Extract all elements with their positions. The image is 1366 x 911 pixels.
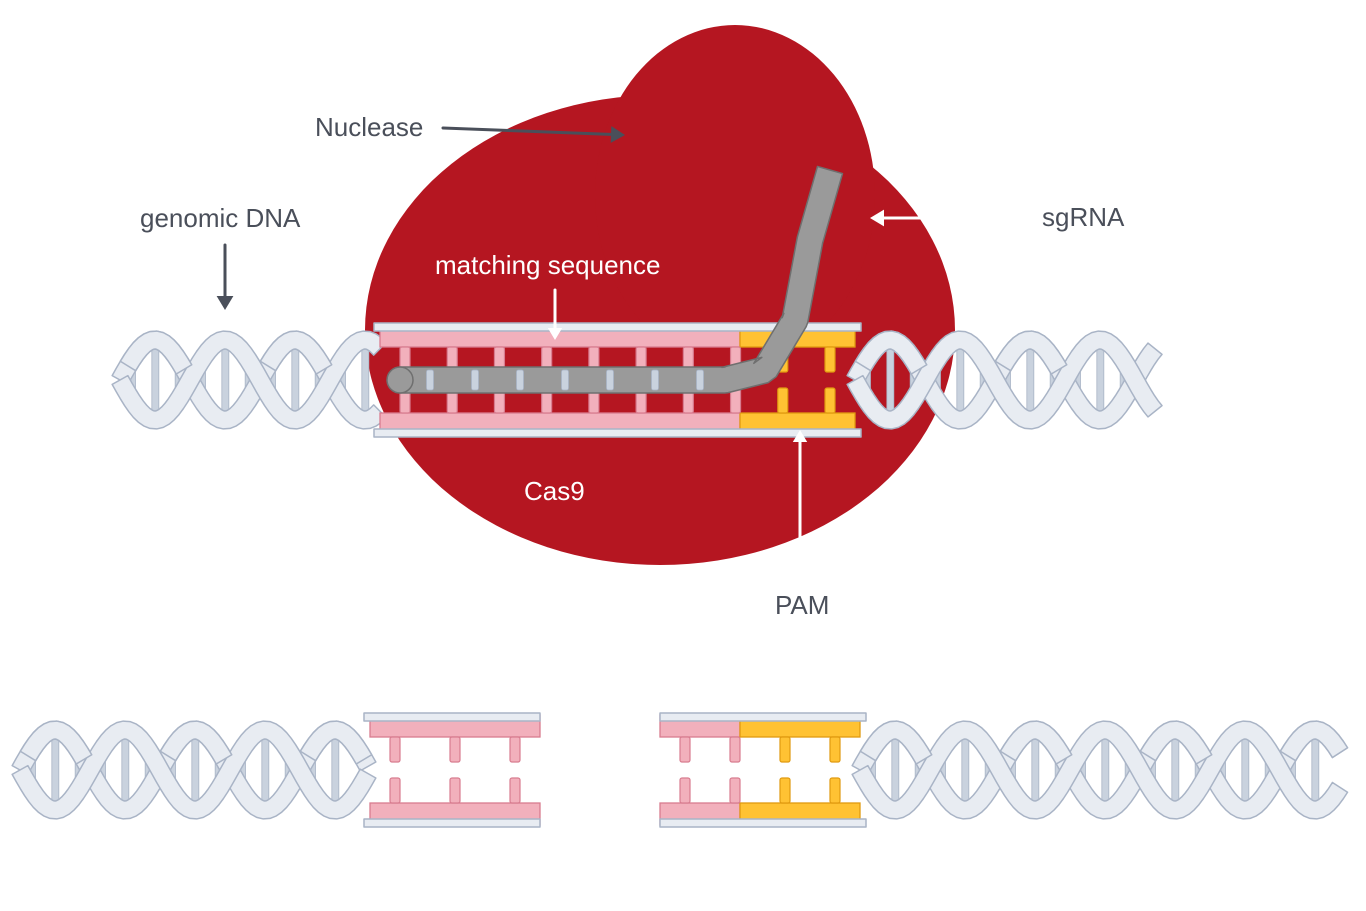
- panel-top: [112, 25, 1162, 565]
- label-pam: PAM: [775, 590, 829, 620]
- fragment-left: [12, 713, 540, 827]
- arrow-genomic_dna: [217, 245, 234, 310]
- cas9-blob: [365, 25, 955, 565]
- label-matching_sequence: matching sequence: [435, 250, 660, 280]
- dna-helix-left: [112, 331, 386, 429]
- label-genomic_dna: genomic DNA: [140, 203, 301, 233]
- label-sgRNA: sgRNA: [1042, 202, 1125, 232]
- fragment-right: [660, 713, 1348, 827]
- panel-bottom: [12, 713, 1347, 827]
- label-nuclease: Nuclease: [315, 112, 423, 142]
- label-cas9: Cas9: [524, 476, 585, 506]
